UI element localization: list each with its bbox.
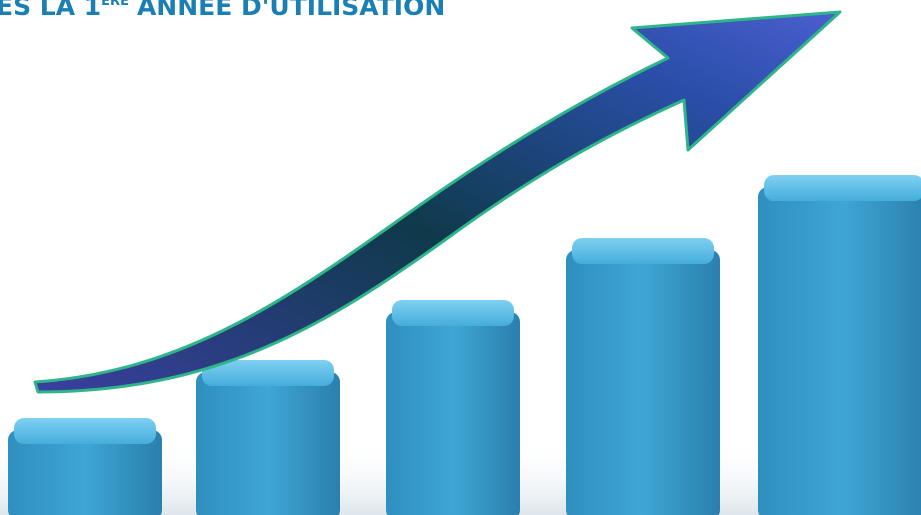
bar <box>566 238 720 515</box>
arrow <box>33 10 842 394</box>
heading-superscript: ÈRE <box>101 0 129 9</box>
bar <box>8 418 162 515</box>
heading-end: ANNÉE D'UTILISATION <box>137 0 445 21</box>
bar <box>386 300 520 515</box>
heading: ES LA 1ÈRE ANNÉE D'UTILISATION <box>0 0 445 21</box>
bar <box>196 360 340 515</box>
bar <box>758 175 921 515</box>
heading-start: ES LA 1 <box>0 0 101 21</box>
bars <box>8 175 921 515</box>
